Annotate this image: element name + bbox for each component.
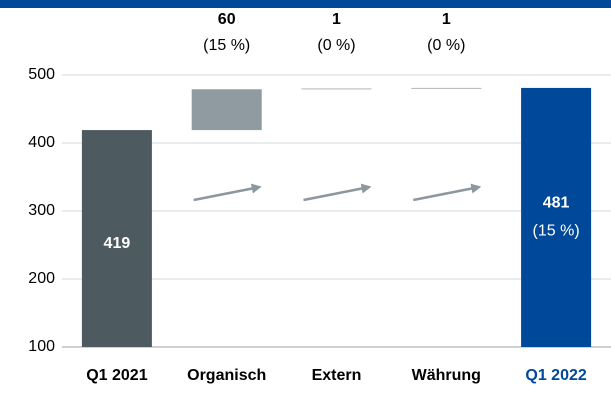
arrow bbox=[413, 183, 482, 202]
value-label: 419 bbox=[104, 235, 131, 252]
x-tick-label: Q1 2022 bbox=[525, 367, 586, 384]
x-tick-label: Organisch bbox=[187, 367, 266, 384]
y-tick-label: 100 bbox=[28, 338, 55, 355]
arrow bbox=[303, 183, 372, 202]
change-label: (0 %) bbox=[427, 37, 465, 54]
arrow bbox=[193, 183, 262, 202]
value-label: 481 bbox=[543, 195, 570, 212]
y-tick-label: 300 bbox=[28, 202, 55, 219]
y-tick-label: 500 bbox=[28, 66, 55, 83]
bar bbox=[521, 87, 592, 348]
x-tick-label: Währung bbox=[412, 367, 481, 384]
bar bbox=[81, 130, 152, 347]
value-label: 60 bbox=[218, 11, 236, 28]
bar bbox=[301, 88, 372, 90]
bar bbox=[191, 89, 262, 131]
x-tick-label: Extern bbox=[312, 367, 362, 384]
value-label: 1 bbox=[442, 11, 451, 28]
header-band bbox=[0, 0, 611, 8]
y-tick-label: 200 bbox=[28, 270, 55, 287]
change-label: (0 %) bbox=[317, 37, 355, 54]
y-tick-label: 400 bbox=[28, 134, 55, 151]
x-tick-label: Q1 2021 bbox=[86, 367, 147, 384]
bar bbox=[411, 87, 482, 89]
change-label: (15 %) bbox=[533, 223, 580, 240]
change-label: (15 %) bbox=[203, 37, 250, 54]
value-label: 1 bbox=[332, 11, 341, 28]
